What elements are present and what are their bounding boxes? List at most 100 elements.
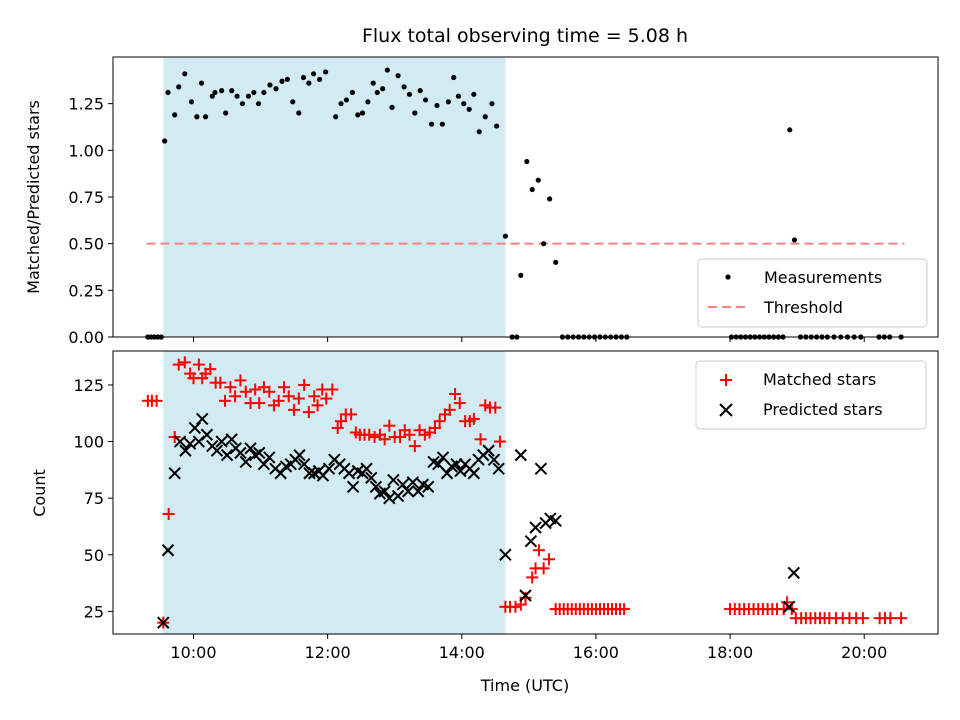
bottom-y-axis-label: Count: [30, 469, 49, 517]
matched-star-point: [282, 390, 295, 403]
measurement-point: [553, 259, 559, 265]
bottom-panel: 10:00 12:00 14:00 16:00 18:00 20:00 25 50 75 100 1…: [30, 350, 939, 695]
measurement-point: [261, 89, 267, 96]
matched-star-point: [308, 390, 321, 403]
matched-star-point: [320, 392, 333, 405]
predicted-star-point: [365, 471, 378, 484]
measurement-point: [541, 241, 547, 247]
measurement-point: [306, 80, 312, 86]
legend-predicted-label: Predicted stars: [763, 400, 883, 419]
measurement-point: [176, 84, 182, 90]
matched-star-point: [345, 408, 358, 421]
predicted-star-point: [454, 464, 467, 478]
measurement-point: [296, 110, 302, 116]
x-tick-label: 10:00: [170, 643, 216, 662]
legend-threshold-label: Threshold: [763, 298, 843, 317]
matched-star-point: [292, 392, 305, 405]
measurement-point: [300, 74, 307, 81]
predicted-star-point: [411, 485, 425, 498]
measurement-point: [165, 89, 171, 96]
legend-matched-marker: [720, 374, 732, 386]
x-tick-label: 20:00: [841, 643, 887, 662]
predicted-star-point: [346, 480, 360, 494]
measurement-point: [547, 196, 553, 202]
predicted-star-point: [787, 566, 800, 580]
measurement-point: [502, 233, 508, 239]
predicted-star-point: [396, 478, 409, 491]
predicted-star-point: [210, 444, 224, 457]
measurement-point: [172, 112, 178, 118]
predicted-star-point: [499, 548, 512, 561]
measurement-point: [182, 71, 188, 77]
measurement-point: [349, 89, 356, 96]
measurement-point: [439, 121, 445, 127]
measurement-point: [417, 88, 423, 94]
matched-star-point: [298, 378, 311, 391]
measurement-point: [162, 138, 168, 144]
measurement-point: [476, 129, 482, 135]
predicted-star-point: [303, 467, 316, 480]
matched-star-point: [509, 600, 522, 613]
matched-star-point: [526, 571, 539, 584]
predicted-star-point: [297, 457, 311, 471]
matched-star-point: [443, 403, 456, 416]
matched-star-point: [239, 385, 252, 398]
matched-star-point: [302, 406, 315, 419]
predicted-star-point: [406, 476, 420, 489]
matched-star-point: [316, 383, 329, 396]
measurement-point: [359, 110, 366, 116]
top-y-tick-label: 1.00: [68, 141, 104, 160]
top-y-tick-label: 1.25: [68, 95, 104, 114]
matched-star-point: [219, 394, 232, 407]
matched-star-point: [474, 433, 487, 446]
matched-star-point: [532, 544, 545, 557]
matched-star-point: [162, 508, 175, 521]
measurement-point: [223, 110, 229, 116]
measurement-point: [333, 114, 339, 120]
measurement-point: [284, 76, 290, 82]
matched-star-point: [537, 562, 550, 575]
measurement-point: [434, 102, 440, 109]
bottom-axis-ticks: 10:00 12:00 14:00 16:00 18:00 20:00 25 50 75 100 1…: [73, 376, 887, 662]
measurement-point: [518, 272, 524, 278]
measurement-point: [229, 88, 235, 94]
predicted-star-point: [369, 480, 383, 494]
measurement-point: [245, 93, 252, 99]
top-y-tick-label: 0.25: [68, 281, 104, 300]
matched-star-point: [224, 381, 237, 394]
predicted-star-point: [263, 451, 276, 464]
x-axis-label: Time (UTC): [480, 676, 569, 695]
predicted-star-point: [492, 462, 505, 475]
predicted-star-point: [157, 616, 170, 629]
measurement-point: [380, 86, 386, 92]
matched-star-point: [781, 596, 794, 609]
predicted-star-point: [782, 600, 796, 614]
matched-star-point: [519, 591, 532, 604]
predicted-star-point: [200, 428, 214, 441]
predicted-star-point: [196, 412, 209, 426]
bottom-legend-box: [695, 360, 927, 430]
measurement-point: [209, 93, 215, 99]
matched-star-point: [214, 376, 227, 389]
matched-star-point: [278, 381, 291, 394]
matched-star-point: [394, 431, 407, 444]
matched-star-point: [428, 421, 441, 434]
matched-star-point: [204, 363, 217, 376]
measurement-point: [267, 82, 273, 88]
measurement-point: [234, 93, 240, 99]
measurement-point: [310, 71, 317, 77]
measurement-point: [251, 89, 257, 96]
matched-star-point: [467, 412, 480, 425]
bottom-y-tick-label: 100: [73, 433, 104, 452]
predicted-star-point: [179, 444, 192, 457]
predicted-star-point: [244, 442, 257, 455]
top-panel: 0.00 0.25 0.50 0.75 1.00 1.25 Matched/Predict…: [24, 56, 939, 347]
measurement-point: [445, 99, 451, 105]
predicted-star-point: [220, 448, 234, 462]
measurement-point: [389, 104, 395, 110]
predicted-star-point: [440, 467, 454, 480]
matched-star-point: [150, 394, 163, 407]
measurement-point: [524, 158, 530, 165]
measurement-point: [198, 80, 205, 86]
